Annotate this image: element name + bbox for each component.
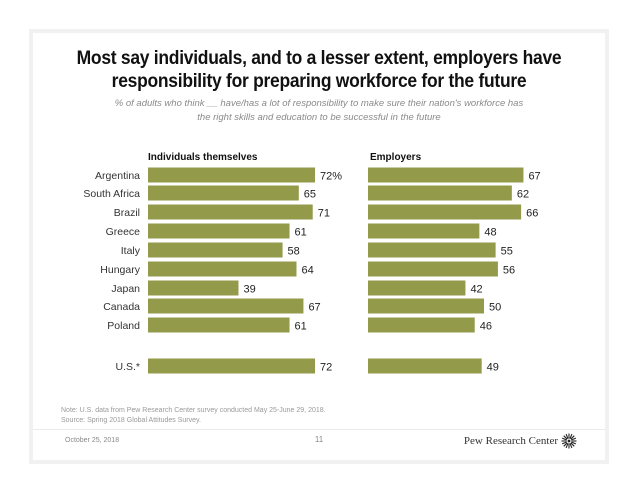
value-label: 49 bbox=[487, 362, 499, 374]
brand: Pew Research Center bbox=[464, 433, 577, 449]
bar bbox=[148, 261, 297, 277]
value-label: 58 bbox=[288, 246, 300, 258]
bar bbox=[368, 261, 498, 277]
value-label: 67 bbox=[308, 302, 320, 314]
bar bbox=[148, 223, 290, 239]
bar bbox=[368, 204, 522, 220]
bar bbox=[368, 242, 496, 258]
pew-logo-icon bbox=[561, 433, 577, 449]
bar bbox=[368, 223, 480, 239]
bar bbox=[148, 204, 313, 220]
bar bbox=[368, 298, 484, 314]
slide-frame: Most say individuals, and to a lesser ex… bbox=[29, 29, 609, 464]
title-line-1: Most say individuals, and to a lesser ex… bbox=[76, 48, 562, 69]
category-label: U.S.* bbox=[115, 361, 140, 373]
value-label: 64 bbox=[301, 265, 313, 277]
value-label: 65 bbox=[304, 189, 316, 201]
bar bbox=[368, 185, 512, 201]
value-label: 71 bbox=[318, 208, 330, 220]
chart-employers: Employers 67 62 66 48 55 56 42 50 46 49 bbox=[368, 152, 541, 374]
value-label: 66 bbox=[526, 208, 538, 220]
value-label: 72 bbox=[320, 362, 332, 374]
value-label: 42 bbox=[470, 284, 482, 296]
bar-charts: Individuals themselves Argentina 72% South … bbox=[83, 152, 541, 374]
panel-title: Employers bbox=[370, 152, 422, 163]
title-line-2: responsibility for preparing workforce f… bbox=[111, 71, 527, 92]
value-label: 56 bbox=[503, 265, 515, 277]
footer-divider bbox=[33, 429, 605, 430]
page-number: 11 bbox=[314, 435, 324, 444]
footnote: Note: U.S. data from Pew Research Center… bbox=[61, 406, 326, 426]
panel-title: Individuals themselves bbox=[148, 152, 258, 163]
value-label: 55 bbox=[501, 246, 513, 258]
bar bbox=[368, 317, 475, 333]
value-label: 39 bbox=[243, 284, 255, 296]
subtitle-line-2: the right skills and education to be suc… bbox=[197, 112, 441, 123]
bar bbox=[368, 167, 524, 183]
value-label: 67 bbox=[528, 171, 540, 183]
bar bbox=[368, 358, 482, 374]
category-label: Italy bbox=[121, 245, 141, 257]
source-text: Source: Spring 2018 Global Attitudes Sur… bbox=[61, 417, 201, 424]
value-label: 48 bbox=[484, 227, 496, 239]
value-label: 61 bbox=[295, 227, 307, 239]
bar bbox=[148, 280, 239, 296]
footer-date: October 25, 2018 bbox=[65, 437, 120, 444]
bar bbox=[368, 280, 466, 296]
bar bbox=[148, 185, 299, 201]
category-label: Greece bbox=[106, 226, 141, 238]
value-label: 62 bbox=[517, 189, 529, 201]
category-label: Argentina bbox=[95, 170, 140, 182]
bar bbox=[148, 298, 304, 314]
category-label: Brazil bbox=[114, 207, 140, 219]
category-label: Japan bbox=[111, 283, 140, 295]
chart-individuals: Individuals themselves Argentina 72% South … bbox=[83, 152, 342, 374]
category-label: Hungary bbox=[100, 264, 140, 276]
value-label: 61 bbox=[295, 321, 307, 333]
value-label: 72% bbox=[320, 171, 342, 183]
note-text: Note: U.S. data from Pew Research Center… bbox=[61, 407, 326, 414]
category-label: South Africa bbox=[83, 188, 140, 200]
chart-title: Most say individuals, and to a lesser ex… bbox=[56, 47, 582, 93]
bar bbox=[148, 242, 283, 258]
value-label: 50 bbox=[489, 302, 501, 314]
slide: Most say individuals, and to a lesser ex… bbox=[33, 33, 605, 460]
bar bbox=[148, 358, 316, 374]
category-label: Poland bbox=[107, 320, 140, 332]
chart-subtitle: % of adults who think __ have/has a lot … bbox=[63, 97, 575, 125]
subtitle-line-1: % of adults who think __ have/has a lot … bbox=[114, 98, 524, 109]
brand-name: Pew Research Center bbox=[463, 435, 558, 447]
value-label: 46 bbox=[480, 321, 492, 333]
category-label: Canada bbox=[103, 301, 140, 313]
bar bbox=[148, 167, 316, 183]
bar bbox=[148, 317, 290, 333]
